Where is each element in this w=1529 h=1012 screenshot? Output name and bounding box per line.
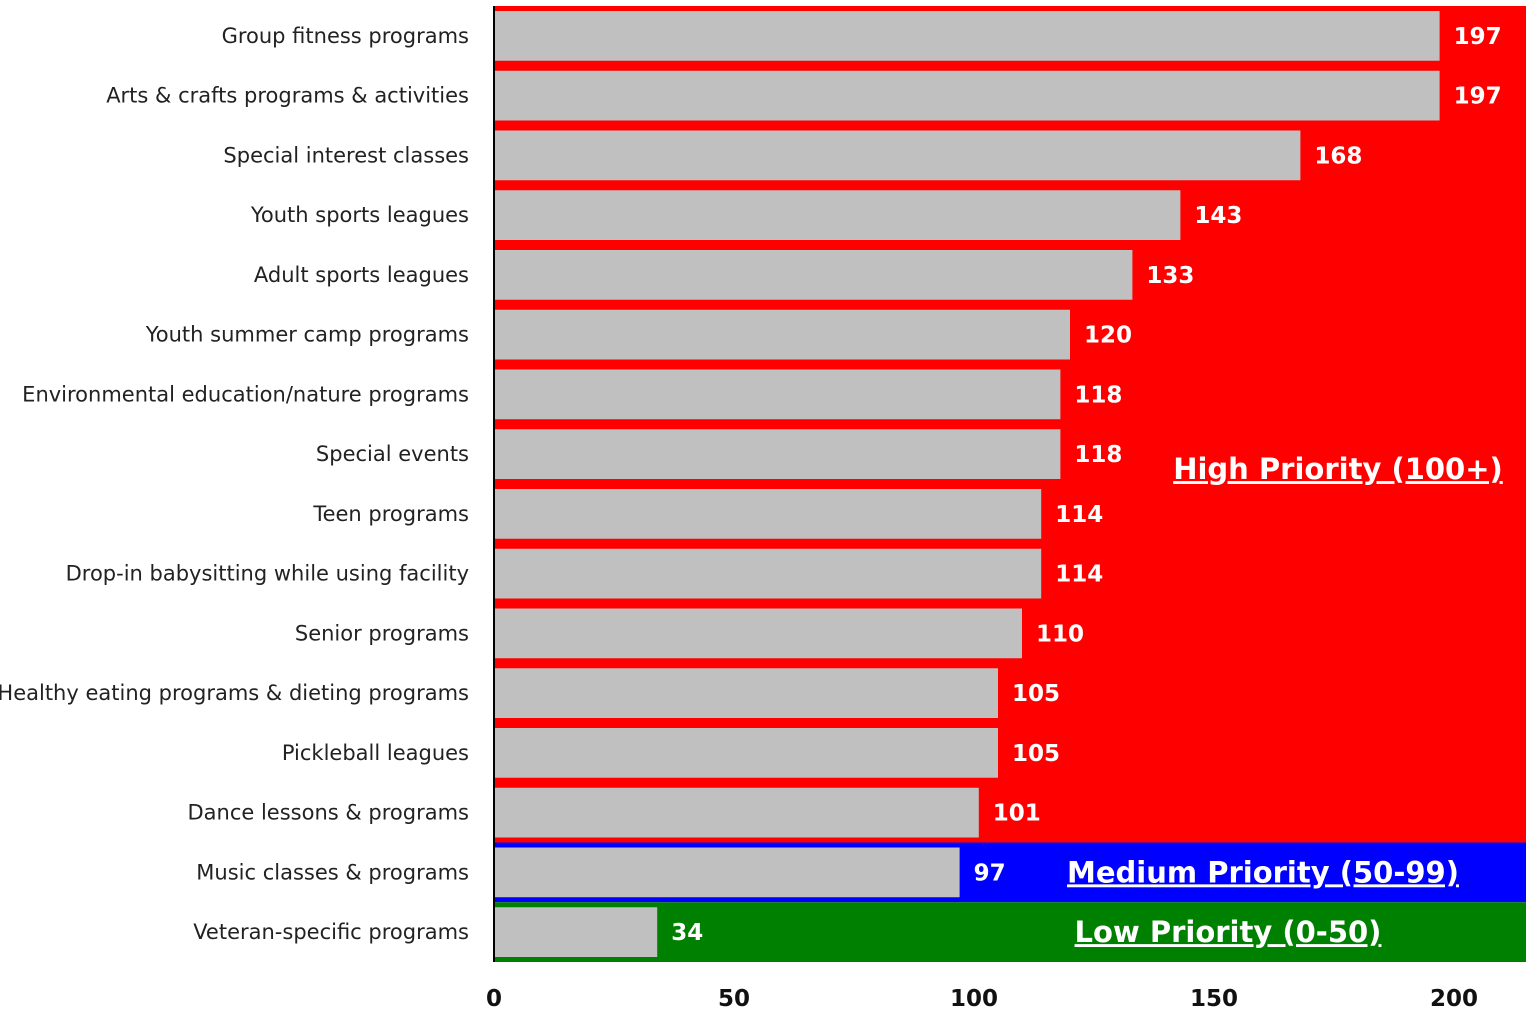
category-label-healthy-eating-programs-dieting-programs: Healthy eating programs & dieting progra… [0,681,469,705]
bar-youth-sports-leagues [494,190,1181,240]
category-label-group-fitness-programs: Group fitness programs [222,24,469,48]
zone-label-medium-priority-50-99: Medium Priority (50-99) [1067,855,1459,889]
category-label-youth-summer-camp-programs: Youth summer camp programs [145,323,469,347]
value-label-dance-lessons-programs: 101 [993,801,1041,827]
bar-healthy-eating-programs-dieting-programs [494,668,998,718]
bar-environmental-education-nature-programs [494,369,1061,420]
bar-adult-sports-leagues [494,250,1133,300]
bar-group-fitness-programs [494,11,1440,61]
zone-labels: High Priority (100+) Medium Priority (50-… [1067,452,1503,949]
value-label-veteran-specific-programs: 34 [671,920,703,946]
zone-label-high-priority-100: High Priority (100+) [1173,452,1503,486]
x-axis-ticks: 0 50 100 150 200 [486,986,1478,1012]
bar-dance-lessons-programs [494,787,979,838]
value-label-adult-sports-leagues: 133 [1146,263,1194,289]
category-label-special-events: Special events [316,442,469,466]
zone-label-low-priority-0-50: Low Priority (0-50) [1075,915,1382,949]
x-tick-150: 150 [1190,986,1238,1012]
category-label-veteran-specific-programs: Veteran-specific programs [193,920,469,944]
value-label-arts-crafts-programs-activities: 197 [1454,84,1502,110]
value-label-special-interest-classes: 168 [1314,143,1362,169]
bar-special-events [494,429,1061,479]
bar-teen-programs [494,489,1042,539]
bar-special-interest-classes [494,130,1301,181]
value-label-youth-sports-leagues: 143 [1194,203,1242,229]
value-label-music-classes-programs: 97 [974,860,1006,886]
value-label-youth-summer-camp-programs: 120 [1084,323,1132,349]
x-tick-50: 50 [718,986,750,1012]
value-label-senior-programs: 110 [1036,621,1084,647]
bar-senior-programs [494,608,1022,659]
bar-series [494,11,1440,957]
value-label-teen-programs: 114 [1055,502,1103,528]
bar-youth-summer-camp-programs [494,309,1070,360]
value-label-healthy-eating-programs-dieting-programs: 105 [1012,681,1060,707]
category-label-drop-in-babysitting-while-using-facility: Drop-in babysitting while using facility [66,562,469,586]
category-label-special-interest-classes: Special interest classes [223,143,469,167]
bar-pickleball-leagues [494,728,998,778]
value-label-group-fitness-programs: 197 [1454,24,1502,50]
value-label-drop-in-babysitting-while-using-facility: 114 [1055,562,1103,588]
category-label-pickleball-leagues: Pickleball leagues [282,741,469,765]
value-labels: 197 197 168 143 133 120 118 118 114 114 110 105 105 1… [671,24,1501,946]
value-label-special-events: 118 [1074,442,1122,468]
category-label-youth-sports-leagues: Youth sports leagues [250,203,469,227]
category-label-dance-lessons-programs: Dance lessons & programs [187,801,469,825]
category-label-teen-programs: Teen programs [312,502,469,526]
zone-band-low-priority-0-50 [494,902,1526,962]
category-label-environmental-education-nature-programs: Environmental education/nature programs [22,382,469,406]
category-label-arts-crafts-programs-activities: Arts & crafts programs & activities [106,84,469,108]
category-label-adult-sports-leagues: Adult sports leagues [254,263,469,287]
x-tick-0: 0 [486,986,502,1012]
category-labels: Group fitness programs Arts & crafts prog… [0,24,469,944]
value-label-environmental-education-nature-programs: 118 [1074,382,1122,408]
x-tick-200: 200 [1430,986,1478,1012]
value-label-pickleball-leagues: 105 [1012,741,1060,767]
bar-music-classes-programs [494,847,960,898]
category-label-senior-programs: Senior programs [295,621,469,645]
x-tick-100: 100 [950,986,998,1012]
category-label-music-classes-programs: Music classes & programs [196,860,469,884]
bar-veteran-specific-programs [494,907,658,957]
bar-arts-crafts-programs-activities [494,70,1440,121]
bar-drop-in-babysitting-while-using-facility [494,548,1042,599]
